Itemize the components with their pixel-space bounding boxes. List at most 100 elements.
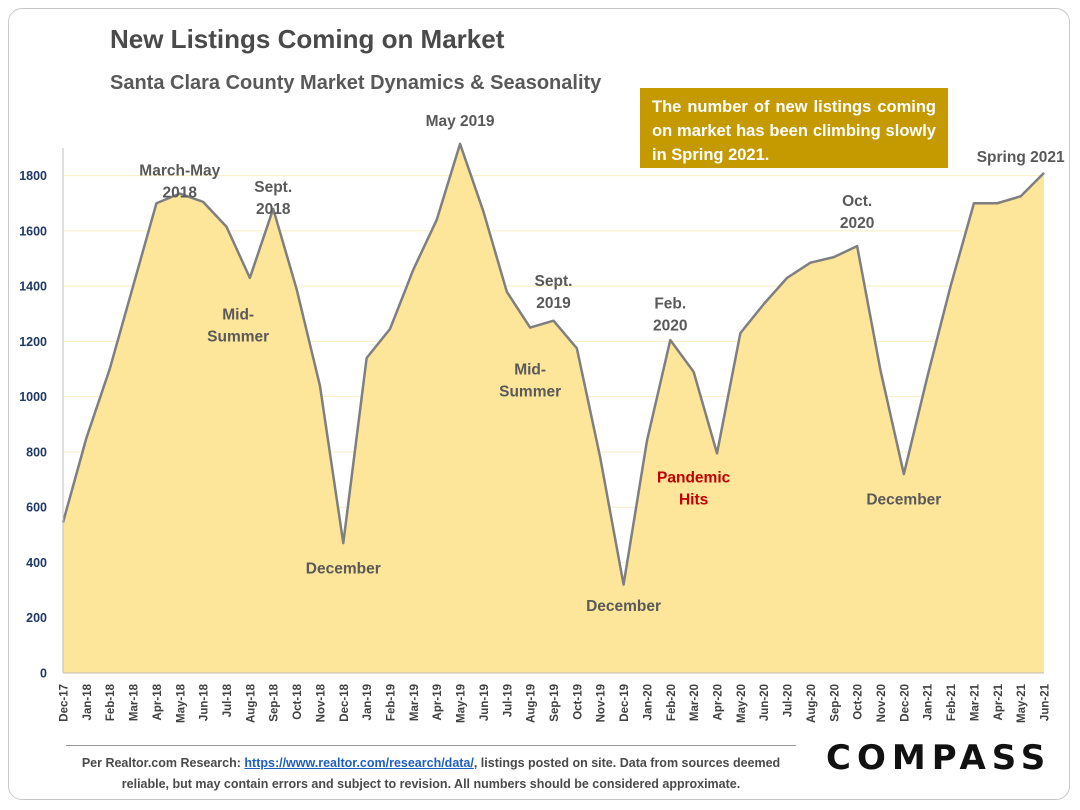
x-tick-label: Oct-18 <box>292 683 304 719</box>
chart-title: New Listings Coming on Market <box>110 24 505 54</box>
y-tick-label: 400 <box>26 556 47 570</box>
annotation-line: December <box>586 598 661 615</box>
annotations: March-May 2018 Sept. 2018 Mid- Summer December… <box>139 113 1065 615</box>
annotation-label: Mid- Summer <box>207 306 269 345</box>
x-tick-label: May-19 <box>456 684 468 723</box>
x-tick-label: Mar-21 <box>969 683 981 721</box>
x-tick-label: Dec-20 <box>899 684 911 722</box>
x-tick-label: Jun-19 <box>479 684 491 721</box>
footer-prefix: Per Realtor.com Research: <box>81 756 245 770</box>
x-tick-label: May-18 <box>175 683 187 723</box>
y-tick-label: 800 <box>26 445 47 459</box>
y-tick-label: 1600 <box>19 224 47 238</box>
brand-logo: COMPASS <box>826 738 1052 778</box>
x-tick-label: Aug-18 <box>245 683 257 723</box>
annotation-line: Sept. <box>535 273 573 290</box>
x-tick-label: Oct-20 <box>853 684 865 720</box>
y-tick-label: 0 <box>40 667 47 681</box>
annotation-label: May 2019 <box>426 113 495 130</box>
area-chart: 0 200 400 600 800 1000 1200 1400 1600 1800 Dec-17… <box>19 113 1065 723</box>
x-tick-label: Jan-19 <box>362 684 374 720</box>
annotation-line: 2018 <box>163 185 198 202</box>
x-tick-label: Oct-19 <box>572 684 584 720</box>
x-tick-label: Feb-21 <box>946 683 958 721</box>
x-tick-label: Nov-18 <box>315 683 327 722</box>
y-tick-label: 600 <box>26 501 47 515</box>
x-tick-label: Sep-18 <box>269 683 281 721</box>
annotation-line: 2020 <box>653 317 687 334</box>
annotation-label: December <box>306 561 381 578</box>
annotation-label: Oct. 2020 <box>840 193 874 232</box>
annotation-line: Spring 2021 <box>977 149 1065 166</box>
x-tick-label: Apr-19 <box>432 684 444 720</box>
annotation-line: 2018 <box>256 201 291 218</box>
annotation-label: Mid- Summer <box>499 362 561 401</box>
area-fill <box>63 143 1044 674</box>
x-tick-label: Feb-19 <box>386 684 398 721</box>
x-tick-label: Jan-18 <box>82 683 94 720</box>
x-tick-label: Sep-19 <box>549 684 561 722</box>
x-tick-labels: Dec-17 Jan-18 Feb-18 Mar-18 Apr-18 May-18 Jun-… <box>59 683 1052 723</box>
y-tick-labels: 0 200 400 600 800 1000 1200 1400 1600 1800 <box>19 169 47 680</box>
annotation-line: Sept. <box>254 179 292 196</box>
annotation-line: Pandemic <box>657 469 731 486</box>
annotation-line: December <box>866 491 941 508</box>
x-tick-label: Apr-18 <box>152 683 164 720</box>
annotation-line: Feb. <box>654 295 686 312</box>
x-tick-label: May-21 <box>1016 683 1028 723</box>
annotation-line: March-May <box>139 163 220 180</box>
annotation-line: December <box>306 561 381 578</box>
x-tick-label: Aug-19 <box>526 684 538 723</box>
x-tick-label: Aug-20 <box>806 684 818 723</box>
x-tick-label: Jun-18 <box>199 683 211 721</box>
x-tick-label: Nov-20 <box>876 684 888 722</box>
x-tick-label: Jan-20 <box>642 684 654 720</box>
x-tick-label: Sep-20 <box>829 684 841 722</box>
x-tick-label: Dec-17 <box>59 684 71 722</box>
annotation-label: March-May 2018 <box>139 163 220 202</box>
callout-box: The number of new listings coming on mar… <box>640 88 948 168</box>
y-tick-label: 1200 <box>19 335 47 349</box>
x-tick-label: Mar-20 <box>689 684 701 721</box>
annotation-line: Summer <box>207 328 269 345</box>
annotation-line: Oct. <box>842 193 872 210</box>
annotation-label: Spring 2021 <box>977 149 1065 166</box>
x-tick-label: Jan-21 <box>923 683 935 720</box>
annotation-line: Mid- <box>514 362 546 379</box>
annotation-label: Feb. 2020 <box>653 295 687 334</box>
x-tick-label: Feb-20 <box>666 684 678 721</box>
x-tick-label: Mar-19 <box>409 684 421 721</box>
x-tick-label: Jul-18 <box>222 683 234 717</box>
annotation-label: Sept. 2019 <box>535 273 573 312</box>
annotation-line: Mid- <box>222 306 254 323</box>
y-tick-label: 200 <box>26 611 47 625</box>
annotation-label: Sept. 2018 <box>254 179 292 218</box>
x-tick-label: Apr-21 <box>993 683 1005 720</box>
y-tick-label: 1000 <box>19 390 47 404</box>
x-tick-label: Feb-18 <box>105 683 117 721</box>
footer-divider <box>66 745 796 746</box>
x-tick-label: Dec-18 <box>339 683 351 721</box>
annotation-line: 2019 <box>536 295 571 312</box>
y-tick-label: 1400 <box>19 280 47 294</box>
source-link[interactable]: https://www.realtor.com/research/data/ <box>244 756 474 770</box>
x-tick-label: May-20 <box>736 684 748 723</box>
annotation-line: Summer <box>499 384 561 401</box>
x-tick-label: Jun-20 <box>759 684 771 721</box>
footer-note: Per Realtor.com Research: https://www.re… <box>66 753 796 795</box>
series-line <box>61 142 1045 586</box>
annotation-label: December <box>586 598 661 615</box>
footer-suffix: , listings posted on site. Data from sou… <box>121 756 781 791</box>
annotation-line: 2020 <box>840 215 874 232</box>
x-tick-label: Dec-19 <box>619 684 631 722</box>
y-tick-label: 1800 <box>19 169 47 183</box>
x-tick-label: Jun-21 <box>1040 683 1052 721</box>
annotation-line: May 2019 <box>426 113 495 130</box>
annotation-label: Pandemic Hits <box>657 469 731 508</box>
x-tick-label: Apr-20 <box>713 684 725 720</box>
annotation-label: December <box>866 491 941 508</box>
x-tick-label: Jul-19 <box>502 684 514 717</box>
x-tick-label: Jul-20 <box>783 684 795 717</box>
area-layer <box>61 142 1045 674</box>
x-tick-label: Nov-19 <box>596 684 608 722</box>
